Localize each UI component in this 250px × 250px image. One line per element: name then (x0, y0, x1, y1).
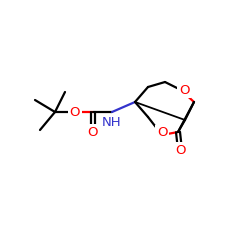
Text: O: O (179, 84, 189, 96)
Text: O: O (175, 144, 185, 156)
Text: O: O (157, 126, 167, 140)
Text: NH: NH (102, 116, 122, 128)
Text: O: O (88, 126, 98, 138)
Text: O: O (70, 106, 80, 118)
